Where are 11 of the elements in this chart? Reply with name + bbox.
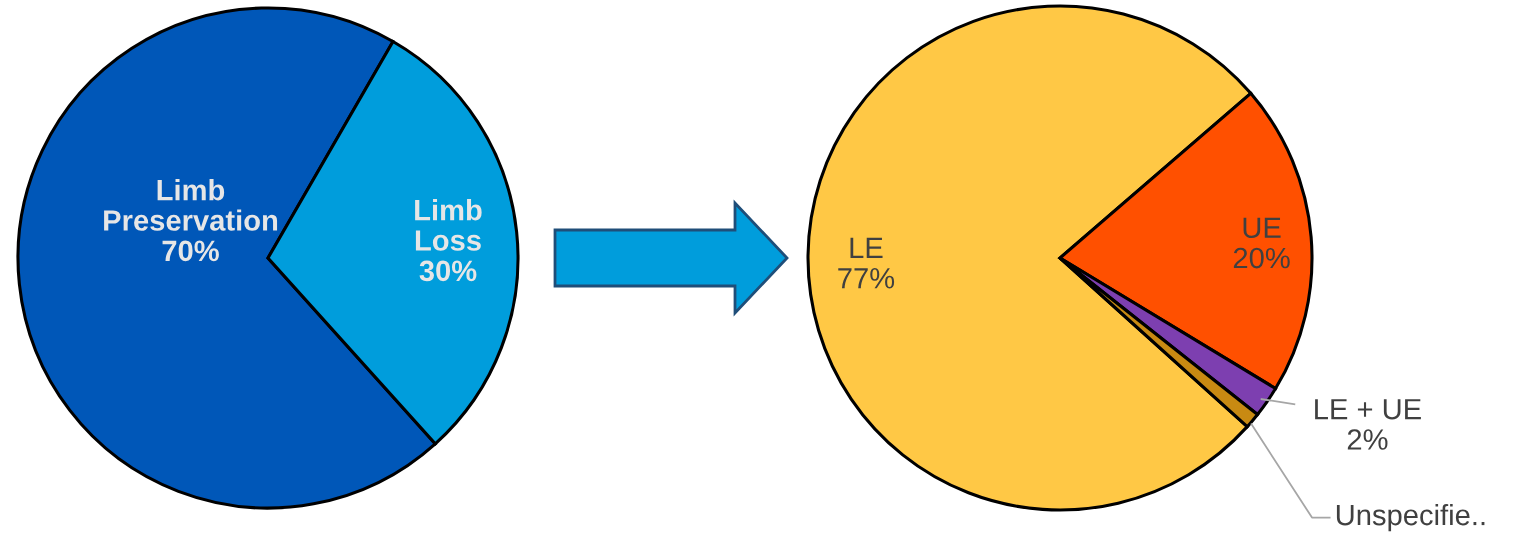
slice-label: LE + UE bbox=[1315, 399, 1421, 420]
slice-label: Unspecifie.. bbox=[1336, 503, 1485, 532]
data-label: 70% bbox=[162, 240, 219, 262]
data-label: 77% bbox=[838, 268, 895, 289]
slice-label: Limb Loss bbox=[415, 199, 482, 251]
data-label: 2% bbox=[1347, 429, 1388, 450]
slice-label: UE bbox=[1243, 217, 1281, 239]
data-label: 20% bbox=[1233, 247, 1290, 269]
slice-label: Limb Preservation bbox=[104, 179, 278, 231]
slice-label: LE bbox=[850, 237, 883, 258]
data-label: 30% bbox=[419, 260, 477, 282]
